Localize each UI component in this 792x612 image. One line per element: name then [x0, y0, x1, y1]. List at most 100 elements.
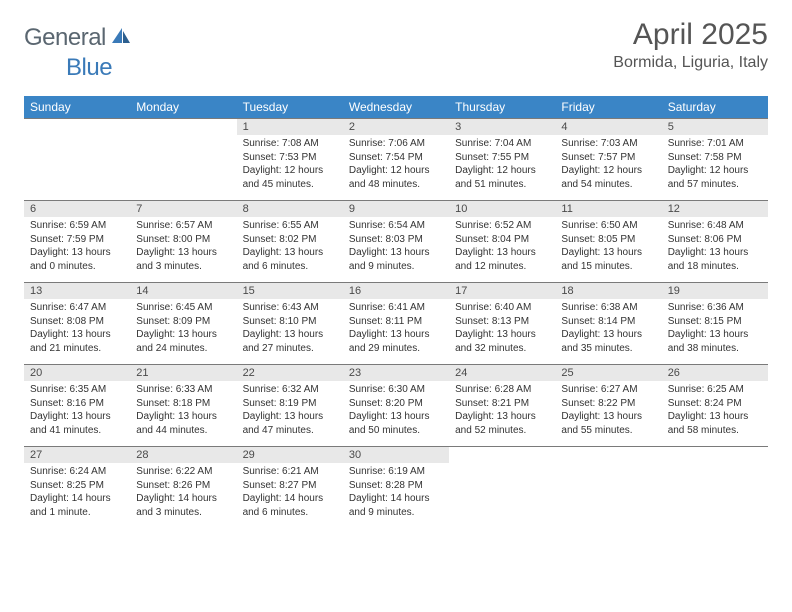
sunrise-text: Sunrise: 6:24 AM [30, 465, 124, 479]
daylight-text: Daylight: 14 hours and 1 minute. [30, 492, 124, 519]
calendar-day-cell: 21Sunrise: 6:33 AMSunset: 8:18 PMDayligh… [130, 365, 236, 447]
day-number: 1 [237, 119, 343, 135]
day-number: 18 [555, 283, 661, 299]
sunrise-text: Sunrise: 7:01 AM [668, 137, 762, 151]
day-number: 22 [237, 365, 343, 381]
month-title: April 2025 [613, 18, 768, 52]
day-details: Sunrise: 6:40 AMSunset: 8:13 PMDaylight:… [449, 299, 555, 359]
day-number: 10 [449, 201, 555, 217]
calendar-empty-cell [555, 447, 661, 529]
daylight-text: Daylight: 13 hours and 58 minutes. [668, 410, 762, 437]
sunrise-text: Sunrise: 7:08 AM [243, 137, 337, 151]
daylight-text: Daylight: 13 hours and 32 minutes. [455, 328, 549, 355]
day-details: Sunrise: 7:04 AMSunset: 7:55 PMDaylight:… [449, 135, 555, 195]
day-details: Sunrise: 6:45 AMSunset: 8:09 PMDaylight:… [130, 299, 236, 359]
calendar-day-cell: 27Sunrise: 6:24 AMSunset: 8:25 PMDayligh… [24, 447, 130, 529]
calendar-day-cell: 10Sunrise: 6:52 AMSunset: 8:04 PMDayligh… [449, 201, 555, 283]
day-details: Sunrise: 6:50 AMSunset: 8:05 PMDaylight:… [555, 217, 661, 277]
location-text: Bormida, Liguria, Italy [613, 54, 768, 72]
dayname-header-row: SundayMondayTuesdayWednesdayThursdayFrid… [24, 96, 768, 119]
daylight-text: Daylight: 13 hours and 52 minutes. [455, 410, 549, 437]
day-details: Sunrise: 7:08 AMSunset: 7:53 PMDaylight:… [237, 135, 343, 195]
logo: General [24, 18, 134, 52]
sunrise-text: Sunrise: 6:40 AM [455, 301, 549, 315]
calendar-day-cell: 14Sunrise: 6:45 AMSunset: 8:09 PMDayligh… [130, 283, 236, 365]
daylight-text: Daylight: 13 hours and 3 minutes. [136, 246, 230, 273]
calendar-day-cell: 5Sunrise: 7:01 AMSunset: 7:58 PMDaylight… [662, 119, 768, 201]
sunset-text: Sunset: 7:58 PM [668, 151, 762, 165]
sunrise-text: Sunrise: 7:03 AM [561, 137, 655, 151]
daylight-text: Daylight: 13 hours and 41 minutes. [30, 410, 124, 437]
sunset-text: Sunset: 8:27 PM [243, 479, 337, 493]
day-details: Sunrise: 6:33 AMSunset: 8:18 PMDaylight:… [130, 381, 236, 441]
day-number: 28 [130, 447, 236, 463]
day-number: 30 [343, 447, 449, 463]
calendar-day-cell: 11Sunrise: 6:50 AMSunset: 8:05 PMDayligh… [555, 201, 661, 283]
logo-text-blue: Blue [66, 54, 112, 81]
day-details: Sunrise: 6:27 AMSunset: 8:22 PMDaylight:… [555, 381, 661, 441]
daylight-text: Daylight: 14 hours and 3 minutes. [136, 492, 230, 519]
day-number: 24 [449, 365, 555, 381]
calendar-day-cell: 29Sunrise: 6:21 AMSunset: 8:27 PMDayligh… [237, 447, 343, 529]
day-number: 17 [449, 283, 555, 299]
sunset-text: Sunset: 8:02 PM [243, 233, 337, 247]
day-number: 20 [24, 365, 130, 381]
sunrise-text: Sunrise: 6:50 AM [561, 219, 655, 233]
sunset-text: Sunset: 8:16 PM [30, 397, 124, 411]
sunset-text: Sunset: 8:03 PM [349, 233, 443, 247]
day-number: 21 [130, 365, 236, 381]
sunset-text: Sunset: 8:09 PM [136, 315, 230, 329]
sunrise-text: Sunrise: 6:35 AM [30, 383, 124, 397]
day-number: 26 [662, 365, 768, 381]
daylight-text: Daylight: 12 hours and 51 minutes. [455, 164, 549, 191]
sunrise-text: Sunrise: 6:48 AM [668, 219, 762, 233]
daylight-text: Daylight: 13 hours and 15 minutes. [561, 246, 655, 273]
calendar-empty-cell [449, 447, 555, 529]
calendar-day-cell: 2Sunrise: 7:06 AMSunset: 7:54 PMDaylight… [343, 119, 449, 201]
sunrise-text: Sunrise: 6:19 AM [349, 465, 443, 479]
day-number: 25 [555, 365, 661, 381]
calendar-day-cell: 28Sunrise: 6:22 AMSunset: 8:26 PMDayligh… [130, 447, 236, 529]
calendar-empty-cell [662, 447, 768, 529]
daylight-text: Daylight: 13 hours and 6 minutes. [243, 246, 337, 273]
daylight-text: Daylight: 13 hours and 38 minutes. [668, 328, 762, 355]
day-number: 19 [662, 283, 768, 299]
calendar-week-row: 20Sunrise: 6:35 AMSunset: 8:16 PMDayligh… [24, 365, 768, 447]
sunset-text: Sunset: 8:10 PM [243, 315, 337, 329]
sunset-text: Sunset: 8:11 PM [349, 315, 443, 329]
day-details: Sunrise: 6:28 AMSunset: 8:21 PMDaylight:… [449, 381, 555, 441]
sunrise-text: Sunrise: 6:45 AM [136, 301, 230, 315]
calendar-week-row: 27Sunrise: 6:24 AMSunset: 8:25 PMDayligh… [24, 447, 768, 529]
calendar-day-cell: 30Sunrise: 6:19 AMSunset: 8:28 PMDayligh… [343, 447, 449, 529]
daylight-text: Daylight: 13 hours and 29 minutes. [349, 328, 443, 355]
day-details: Sunrise: 6:47 AMSunset: 8:08 PMDaylight:… [24, 299, 130, 359]
calendar-week-row: 1Sunrise: 7:08 AMSunset: 7:53 PMDaylight… [24, 119, 768, 201]
day-number: 29 [237, 447, 343, 463]
day-details: Sunrise: 6:35 AMSunset: 8:16 PMDaylight:… [24, 381, 130, 441]
sunset-text: Sunset: 8:15 PM [668, 315, 762, 329]
sunset-text: Sunset: 8:04 PM [455, 233, 549, 247]
day-number: 27 [24, 447, 130, 463]
sunrise-text: Sunrise: 6:54 AM [349, 219, 443, 233]
day-number: 15 [237, 283, 343, 299]
sunrise-text: Sunrise: 6:52 AM [455, 219, 549, 233]
calendar-week-row: 6Sunrise: 6:59 AMSunset: 7:59 PMDaylight… [24, 201, 768, 283]
daylight-text: Daylight: 12 hours and 48 minutes. [349, 164, 443, 191]
sunset-text: Sunset: 8:14 PM [561, 315, 655, 329]
sunrise-text: Sunrise: 6:43 AM [243, 301, 337, 315]
sunset-text: Sunset: 8:24 PM [668, 397, 762, 411]
calendar-day-cell: 25Sunrise: 6:27 AMSunset: 8:22 PMDayligh… [555, 365, 661, 447]
sunrise-text: Sunrise: 6:28 AM [455, 383, 549, 397]
calendar-day-cell: 4Sunrise: 7:03 AMSunset: 7:57 PMDaylight… [555, 119, 661, 201]
day-number: 11 [555, 201, 661, 217]
day-number: 7 [130, 201, 236, 217]
day-details: Sunrise: 6:52 AMSunset: 8:04 PMDaylight:… [449, 217, 555, 277]
sunset-text: Sunset: 8:21 PM [455, 397, 549, 411]
day-number: 2 [343, 119, 449, 135]
day-details: Sunrise: 6:32 AMSunset: 8:19 PMDaylight:… [237, 381, 343, 441]
sunrise-text: Sunrise: 6:59 AM [30, 219, 124, 233]
day-details: Sunrise: 7:03 AMSunset: 7:57 PMDaylight:… [555, 135, 661, 195]
day-number: 8 [237, 201, 343, 217]
daylight-text: Daylight: 13 hours and 18 minutes. [668, 246, 762, 273]
day-details: Sunrise: 6:54 AMSunset: 8:03 PMDaylight:… [343, 217, 449, 277]
